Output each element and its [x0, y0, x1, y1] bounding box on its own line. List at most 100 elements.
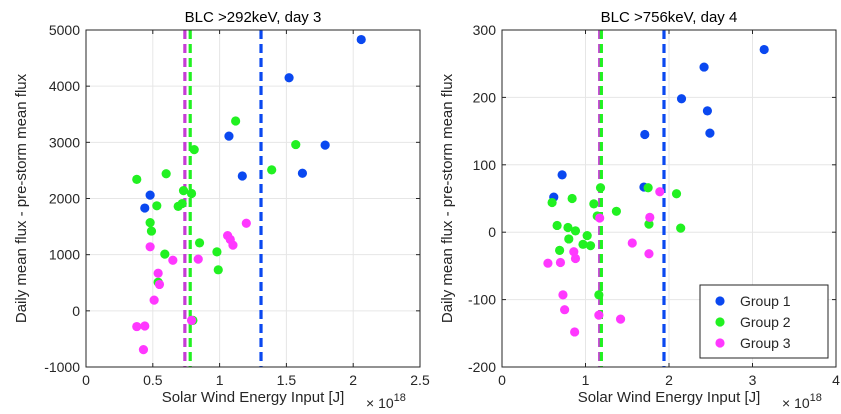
x-tick-label: 3	[749, 372, 757, 388]
point-group-2	[643, 183, 653, 193]
point-group-3	[594, 310, 604, 320]
x-tick-label: 2	[349, 372, 357, 388]
point-group-3	[186, 315, 197, 325]
chart-panel-left: 0 0.5 1 1.5 2 2.5-1000010002000300040005000BL…	[13, 9, 430, 411]
point-group-1	[320, 140, 330, 150]
point-group-2	[611, 206, 621, 216]
point-group-2	[186, 188, 197, 199]
point-group-2	[178, 186, 189, 196]
point-group-2	[552, 220, 562, 231]
x-tick-label: 2	[665, 372, 673, 388]
point-group-2	[567, 193, 577, 204]
y-tick-label: 0	[72, 303, 80, 319]
point-group-3	[193, 254, 203, 264]
legend-marker-group-3	[715, 338, 725, 348]
point-group-1	[557, 170, 567, 180]
y-tick-label: 2000	[49, 191, 80, 207]
point-group-2	[594, 290, 604, 300]
legend-label-group-2: Group 2	[740, 314, 791, 330]
x-axis-exponent-power: 18	[394, 392, 406, 404]
x-tick-label: 1	[582, 372, 590, 388]
x-axis-exponent-base: × 10	[782, 395, 810, 411]
y-tick-label: 5000	[49, 22, 80, 38]
x-axis-exponent: × 1018	[366, 392, 406, 411]
point-group-1	[676, 94, 687, 104]
y-tick-label: 100	[473, 157, 497, 173]
point-group-2	[676, 223, 686, 233]
chart-panel-right: 0 1 2 3 4 -200 -100 0 100 200 300 BLC >756keV, day …	[439, 9, 840, 411]
point-group-1	[705, 128, 715, 138]
point-group-2	[161, 169, 171, 179]
point-group-2	[589, 199, 599, 209]
point-group-2	[160, 249, 170, 259]
point-group-2	[578, 239, 588, 249]
chart-title: BLC >292keV, day 3	[185, 9, 322, 26]
point-group-2	[177, 198, 187, 209]
point-group-3	[655, 187, 665, 197]
point-group-2	[152, 201, 162, 211]
point-group-3	[558, 290, 568, 300]
point-group-3	[595, 213, 605, 223]
point-group-3	[153, 268, 163, 278]
y-tick-label: 4000	[49, 78, 80, 94]
point-group-3	[149, 295, 159, 305]
y-tick-label: 0	[488, 224, 496, 240]
x-tick-label: 2.5	[410, 372, 430, 388]
point-group-1	[356, 34, 366, 45]
y-tick-label: -1000	[44, 359, 80, 375]
point-group-1	[224, 131, 234, 141]
y-tick-label: 1000	[49, 247, 80, 263]
point-group-3	[570, 327, 580, 337]
point-group-3	[615, 314, 626, 324]
point-group-3	[241, 218, 251, 228]
point-group-2	[595, 183, 606, 193]
point-group-3	[543, 258, 553, 268]
point-group-2	[582, 230, 592, 241]
x-axis-label: Solar Wind Energy Input [J]	[162, 389, 345, 406]
y-tick-label: 3000	[49, 134, 80, 150]
x-tick-label: 0.5	[143, 372, 163, 388]
point-group-3	[132, 321, 142, 332]
point-group-2	[146, 226, 157, 236]
point-group-2	[145, 218, 155, 228]
point-group-2	[563, 222, 573, 233]
point-group-3	[145, 242, 155, 252]
y-axis-label: Daily mean flux - pre-storm mean flux	[13, 73, 30, 323]
point-group-3	[627, 238, 637, 248]
point-group-3	[644, 249, 654, 259]
point-group-2	[585, 241, 596, 251]
x-axis-exponent: × 1018	[782, 392, 822, 411]
legend-label-group-1: Group 1	[740, 293, 791, 309]
point-group-2	[555, 245, 565, 255]
x-axis-exponent-base: × 10	[366, 395, 394, 411]
point-group-1	[702, 106, 713, 116]
point-group-2	[213, 265, 223, 275]
point-group-2	[671, 189, 682, 199]
point-group-1	[145, 190, 155, 200]
point-group-1	[759, 44, 769, 55]
point-group-3	[140, 321, 150, 331]
legend-marker-group-1	[715, 296, 725, 306]
point-group-3	[154, 279, 165, 290]
y-tick-label: 200	[473, 89, 497, 105]
y-axis-label: Daily mean flux - pre-storm mean flux	[439, 73, 456, 323]
point-group-3	[168, 255, 178, 265]
x-tick-label: 0	[82, 372, 90, 388]
point-group-3	[560, 305, 570, 315]
legend: Group 1 Group 2 Group 3	[699, 284, 829, 359]
point-group-3	[138, 344, 149, 355]
x-axis-label: Solar Wind Energy Input [J]	[578, 389, 761, 406]
point-group-2	[212, 247, 222, 257]
point-group-1	[237, 171, 247, 181]
point-group-2	[132, 174, 142, 185]
point-group-1	[284, 73, 294, 83]
point-group-2	[267, 165, 277, 175]
y-tick-label: 300	[473, 22, 497, 38]
point-group-3	[228, 240, 238, 250]
x-tick-label: 1.5	[277, 372, 297, 388]
x-axis-exponent-power: 18	[810, 392, 822, 404]
point-group-2	[231, 116, 241, 126]
point-group-2	[291, 139, 301, 150]
legend-label-group-3: Group 3	[740, 335, 791, 351]
point-group-1	[699, 62, 709, 72]
